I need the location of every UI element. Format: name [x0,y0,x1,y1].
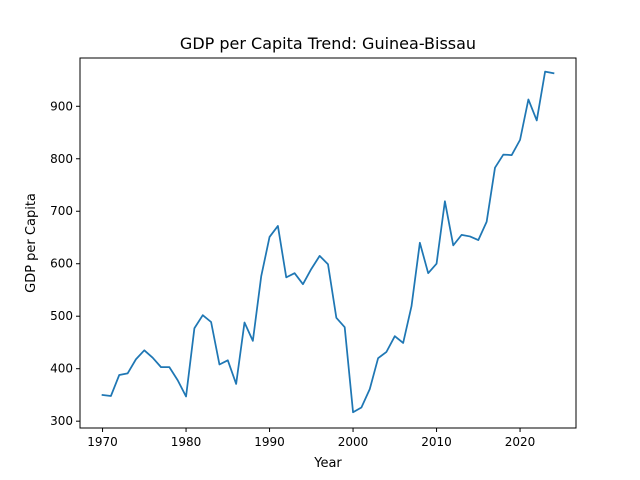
x-tick-label: 2010 [421,435,452,449]
x-tick-label: 1980 [171,435,202,449]
y-tick-label: 800 [50,152,73,166]
y-tick-label: 700 [50,204,73,218]
y-tick-label: 600 [50,257,73,271]
plot-frame [79,57,577,429]
y-axis-label: GDP per Capita [24,193,39,293]
x-axis: 1970 1980 1990 2000 2010 2020 [87,428,535,449]
x-tick-label: 1990 [254,435,285,449]
x-tick-label: 1970 [87,435,118,449]
x-tick-label: 2020 [505,435,536,449]
y-tick-label: 300 [50,414,73,428]
y-tick-label: 500 [50,309,73,323]
y-tick-label: 400 [50,362,73,376]
y-axis: 300 400 500 600 700 800 900 [50,99,80,428]
chart-title: GDP per Capita Trend: Guinea-Bissau [180,34,476,53]
x-axis-label: Year [313,456,342,471]
series-line [101,70,555,414]
plot-area [101,70,555,414]
y-tick-label: 900 [50,99,73,113]
x-tick-label: 2000 [338,435,369,449]
